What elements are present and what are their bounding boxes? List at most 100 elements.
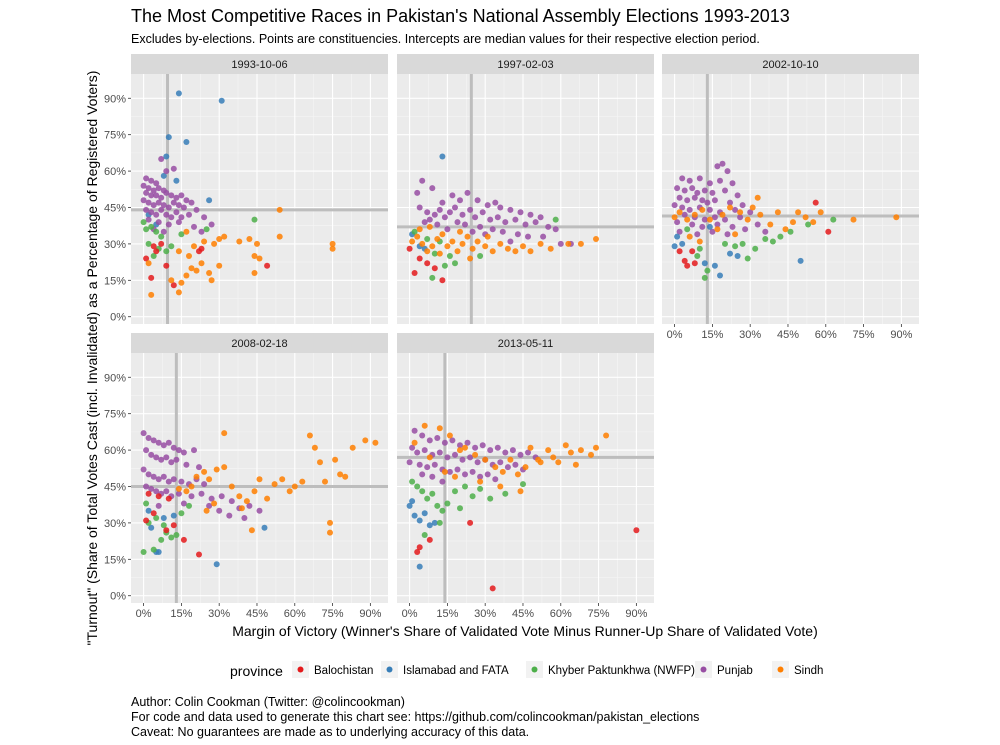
data-point [180,449,187,456]
x-tick-label: 30% [208,608,230,620]
data-point [706,216,713,223]
data-point [419,471,426,478]
data-point [577,447,584,454]
data-point [426,522,433,529]
data-point [729,223,736,230]
data-point [248,527,255,534]
data-point [441,439,448,446]
data-point [727,199,733,206]
data-point [160,228,167,235]
data-point [444,500,451,507]
data-point [414,483,421,490]
facet-strip-label: 2008-02-18 [231,338,287,350]
data-point [497,483,504,490]
legend-label: Khyber Paktunkhwa (NWFP) [548,665,695,677]
data-point [436,519,443,526]
panel-background [397,74,654,324]
data-point [221,233,228,240]
data-point [446,468,453,475]
x-tick-label: 60% [815,329,837,341]
data-point [514,471,521,478]
y-tick-label: 90% [104,93,126,105]
data-point [372,439,379,446]
data-point [155,493,162,500]
data-point [409,444,416,451]
data-point [276,206,283,213]
data-point [512,461,519,468]
data-point [555,459,562,466]
data-point [674,219,681,226]
data-point [221,430,228,437]
data-point [545,223,552,230]
data-point [732,231,739,238]
data-point [469,493,476,500]
data-point [492,476,499,483]
data-point [532,219,539,226]
data-point [696,175,703,182]
data-point [714,221,721,228]
data-point [704,267,711,274]
data-point [762,236,769,242]
data-point [211,500,218,507]
data-point [143,175,150,182]
data-point [689,185,696,192]
data-point [462,444,468,451]
data-point [206,502,213,509]
data-point [236,238,243,245]
data-point [236,493,243,500]
data-point [487,495,494,502]
y-tick-label: 60% [104,445,126,457]
x-tick-label: 75% [588,608,610,620]
data-point [681,257,688,264]
data-point [527,444,534,451]
data-point [143,483,150,490]
legend-marker [700,666,707,673]
data-point [777,233,784,240]
data-point [774,209,781,216]
data-point [439,153,446,160]
data-point [467,454,474,461]
data-point [724,168,731,175]
data-point [421,447,428,454]
data-point [477,253,484,259]
data-point [439,231,446,238]
data-point [208,495,215,502]
data-point [717,177,723,184]
data-point [696,245,703,252]
data-point [424,495,431,502]
data-point [457,442,463,449]
data-point [206,197,213,204]
data-point [512,216,519,223]
data-point [150,253,157,259]
data-point [504,464,511,471]
data-point [499,468,506,475]
data-point [709,228,716,235]
data-point [206,270,213,276]
data-point [419,432,426,439]
data-point [711,262,718,269]
data-point [221,464,228,471]
data-point [452,473,458,480]
data-point [467,206,474,213]
data-point [168,243,175,250]
data-point [329,245,336,252]
data-point [790,219,796,226]
facet-strip [131,333,388,353]
data-point [424,209,431,216]
data-point [186,253,192,259]
data-point [170,512,177,519]
data-point [424,260,431,267]
data-point [462,471,468,478]
data-point [722,216,728,223]
data-point [467,519,474,526]
data-point [732,206,739,213]
data-point [163,488,170,495]
data-point [178,279,185,286]
data-point [482,243,489,250]
data-point [332,456,339,463]
data-point [699,206,706,213]
data-point [414,189,421,196]
data-point [163,211,170,218]
data-point [457,505,463,512]
data-point [457,197,463,204]
